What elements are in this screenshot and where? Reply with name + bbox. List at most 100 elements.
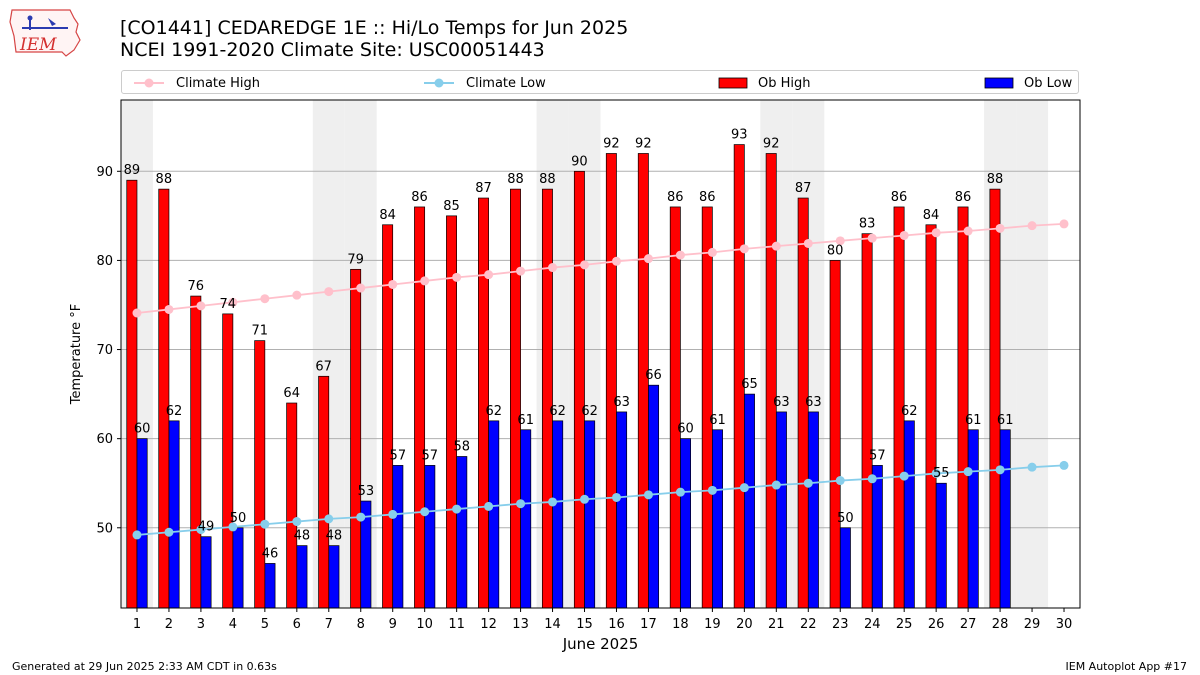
- ob-high-bar-day-10: [414, 206, 426, 609]
- climate-low-point-day-13: [516, 499, 526, 509]
- ob-low-label-day-26: 55: [933, 466, 950, 481]
- ob-high-bar-day-21: [765, 153, 777, 609]
- x-tick-label-21: 21: [768, 617, 785, 632]
- ob-low-label-day-22: 63: [805, 395, 822, 410]
- legend-item-ob-high: Ob High: [718, 74, 811, 92]
- ob-low-bar-day-22: [807, 411, 819, 609]
- ob-low-label-day-14: 62: [549, 404, 566, 419]
- weekend-shade-day-29: [1016, 100, 1049, 608]
- climate-high-point-day-27: [963, 226, 973, 236]
- ob-high-label-day-5: 71: [251, 324, 268, 339]
- ob-high-label-day-12: 87: [475, 181, 492, 196]
- ob-low-label-day-16: 63: [613, 395, 630, 410]
- climate-low-point-day-26: [931, 468, 941, 478]
- ob-low-bar-day-18: [680, 438, 691, 609]
- ob-low-label-day-7: 48: [326, 529, 343, 544]
- ob-high-label-day-16: 92: [603, 136, 620, 151]
- climate-high-line: [136, 222, 1065, 314]
- ob-high-label-day-28: 88: [987, 172, 1004, 187]
- climate-low-point-day-10: [420, 507, 430, 517]
- x-tick-label-8: 8: [357, 617, 365, 632]
- ob-low-bar-day-15: [584, 420, 596, 609]
- climate-low-point-day-19: [707, 485, 717, 495]
- ob-high-bar-day-2: [158, 188, 170, 609]
- climate-low-point-day-8: [356, 512, 366, 522]
- legend-item-climate-low: Climate Low: [422, 74, 546, 92]
- ob-high-label-day-25: 86: [891, 190, 908, 205]
- ob-high-bar-day-27: [957, 206, 969, 609]
- x-tick-label-9: 9: [389, 617, 397, 632]
- ob-low-bar-day-4: [232, 527, 244, 609]
- y-tick-label-80: 80: [96, 254, 113, 269]
- ob-high-bar-day-23: [829, 260, 841, 609]
- ob-high-bar-day-4: [222, 313, 234, 609]
- ob-high-bar-day-3: [190, 295, 202, 609]
- ob-low-label-day-24: 57: [869, 448, 886, 463]
- climate-high-point-day-28: [995, 223, 1005, 233]
- climate-low-line: [136, 464, 1065, 536]
- ob-high-label-day-3: 76: [188, 279, 205, 294]
- climate-low-point-day-21: [771, 480, 781, 490]
- generated-footer: Generated at 29 Jun 2025 2:33 AM CDT in …: [12, 660, 277, 673]
- ob-high-label-day-22: 87: [795, 181, 812, 196]
- ob-high-label-day-21: 92: [763, 136, 780, 151]
- climate-high-point-day-12: [484, 270, 494, 280]
- ob-high-label-day-1: 89: [124, 163, 141, 178]
- ob-high-label-day-9: 84: [379, 208, 396, 223]
- ob-low-bar-day-2: [168, 420, 180, 609]
- climate-low-point-day-27: [963, 467, 973, 477]
- ob-low-label-day-12: 62: [485, 404, 502, 419]
- x-tick-label-26: 26: [928, 617, 945, 632]
- climate-high-point-day-6: [292, 290, 302, 300]
- legend-item-ob-low: Ob Low: [984, 74, 1072, 92]
- ob-low-bar-day-7: [328, 545, 340, 609]
- climate-high-point-day-19: [707, 247, 717, 257]
- ob-low-bar-day-20: [743, 393, 755, 609]
- y-tick-label-50: 50: [96, 521, 113, 536]
- ob-high-label-day-6: 64: [283, 386, 300, 401]
- ob-low-label-day-6: 48: [294, 529, 311, 544]
- ob-low-bar-day-13: [520, 429, 532, 609]
- climate-high-point-day-4: [228, 297, 238, 307]
- climate-low-point-day-15: [580, 494, 590, 504]
- ob-low-label-day-9: 57: [390, 448, 407, 463]
- climate-low-point-day-17: [643, 490, 653, 500]
- ob-low-bar-day-25: [903, 420, 915, 609]
- climate-low-point-day-30: [1059, 460, 1069, 470]
- y-axis-title: Temperature °F: [69, 304, 84, 405]
- x-tick-label-10: 10: [416, 617, 433, 632]
- ob-low-bar-day-19: [712, 429, 723, 609]
- x-tick-label-11: 11: [448, 617, 465, 632]
- ob-high-bar-day-1: [126, 179, 138, 609]
- climate-high-line-icon: [134, 78, 164, 88]
- ob-high-label-day-26: 84: [923, 208, 940, 223]
- ob-high-label-day-2: 88: [156, 172, 173, 187]
- x-tick-label-4: 4: [229, 617, 237, 632]
- ob-high-bar-day-15: [573, 170, 585, 609]
- ob-high-bar-day-26: [925, 224, 937, 609]
- x-tick-label-20: 20: [736, 617, 753, 632]
- climate-low-point-day-25: [899, 471, 909, 481]
- ob-high-label-day-19: 86: [699, 190, 716, 205]
- climate-low-point-day-11: [452, 504, 462, 514]
- chart-legend: Climate High Climate Low Ob High Ob Low: [121, 70, 1079, 94]
- x-tick-label-30: 30: [1056, 617, 1073, 632]
- ob-high-label-day-15: 90: [571, 154, 588, 169]
- ob-low-label-day-4: 50: [230, 511, 247, 526]
- climate-high-point-day-2: [164, 304, 174, 314]
- x-tick-label-13: 13: [512, 617, 529, 632]
- climate-low-point-day-14: [548, 497, 558, 507]
- x-tick-label-2: 2: [165, 617, 173, 632]
- climate-low-point-day-24: [867, 474, 877, 484]
- ob-low-label-day-2: 62: [166, 404, 183, 419]
- ob-low-label-day-18: 60: [677, 422, 694, 437]
- x-tick-label-12: 12: [480, 617, 497, 632]
- ob-low-label-day-28: 61: [997, 413, 1014, 428]
- climate-high-point-day-11: [452, 272, 462, 282]
- climate-high-point-day-7: [324, 287, 334, 297]
- ob-high-bar-day-14: [541, 188, 553, 609]
- x-tick-label-16: 16: [608, 617, 625, 632]
- climate-low-point-day-18: [675, 487, 685, 497]
- x-tick-label-6: 6: [293, 617, 301, 632]
